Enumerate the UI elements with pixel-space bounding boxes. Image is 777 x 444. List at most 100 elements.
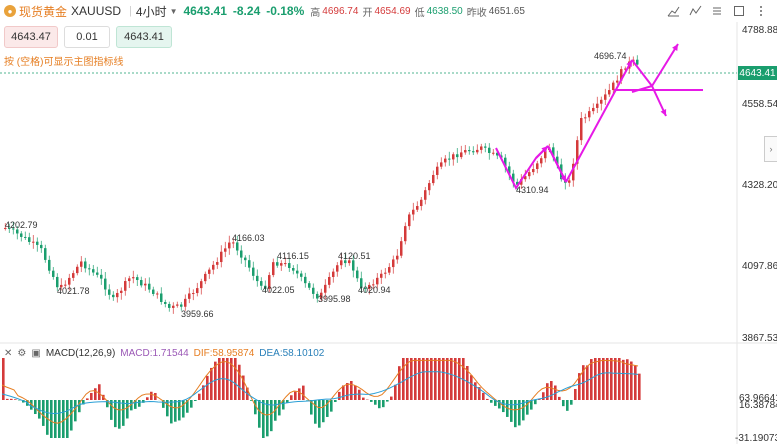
ohlc-value: 4638.50: [426, 5, 463, 17]
macd-bar: [446, 358, 449, 400]
macd-bar: [386, 400, 389, 402]
quantity-input[interactable]: 0.01: [64, 26, 110, 48]
buy-button[interactable]: 4643.41: [116, 26, 172, 48]
macd-bar: [50, 400, 53, 438]
macd-bar: [346, 383, 349, 400]
candle-body: [80, 261, 83, 267]
zigzag-arrow-2-head[interactable]: [560, 175, 566, 182]
zigzag-arrow-2[interactable]: [547, 145, 567, 183]
candle-body: [536, 163, 539, 170]
candle-body: [20, 233, 23, 237]
macd-axis-label: 16.38784: [739, 400, 777, 411]
candlestick-series: [4, 55, 639, 314]
macd-bar: [370, 400, 373, 402]
settings-icon[interactable]: ⚙: [17, 348, 27, 359]
candle-body: [396, 255, 399, 260]
candle-body: [300, 273, 303, 277]
macd-bar: [234, 358, 237, 400]
candle-body: [384, 272, 387, 274]
uptrend-arrow-head[interactable]: [626, 60, 632, 67]
macd-bar: [262, 400, 265, 438]
chart-toolbar: [665, 3, 769, 19]
macd-bar: [514, 400, 517, 428]
macd-title: MACD(12,26,9): [45, 348, 116, 359]
candle-body: [328, 276, 331, 285]
zigzag-drawing[interactable]: [631, 85, 653, 93]
candle-body: [128, 278, 131, 282]
candle-body: [480, 146, 483, 150]
uptrend-arrow[interactable]: [565, 59, 633, 183]
macd-bar: [290, 395, 293, 400]
macd-bar: [214, 361, 217, 400]
macd-bar: [178, 400, 181, 421]
candle-body: [244, 257, 247, 261]
zigzag-drawing[interactable]: [631, 59, 653, 87]
candle-body: [304, 276, 307, 284]
zigzag-arrow-1-head[interactable]: [541, 146, 548, 153]
candle-body: [192, 293, 195, 295]
target-up-arrow[interactable]: [651, 43, 679, 87]
macd-bar: [78, 400, 81, 413]
fullscreen-icon[interactable]: [731, 3, 747, 19]
macd-bar: [162, 400, 165, 408]
price-annotation: 4696.74: [594, 51, 627, 61]
candle-body: [60, 284, 63, 288]
macd-bar: [266, 400, 269, 437]
candle-body: [36, 241, 39, 245]
macd-bar: [618, 358, 621, 400]
candle-body: [588, 111, 591, 118]
macd-bar: [358, 389, 361, 400]
symbol-name[interactable]: 现货黄金: [19, 4, 68, 19]
candle-body: [124, 281, 127, 291]
candle-body: [524, 176, 527, 180]
candle-body: [352, 260, 355, 271]
price-annotation: 4022.05: [262, 285, 295, 295]
target-down-arrow-head[interactable]: [660, 109, 667, 116]
macd-bar: [338, 391, 341, 400]
candle-body: [152, 289, 155, 294]
macd-bar: [342, 385, 345, 400]
candle-body: [208, 269, 211, 274]
macd-bar: [602, 358, 605, 400]
chevron-right-icon[interactable]: ›: [764, 136, 777, 162]
indicator-panel-icon[interactable]: ▣: [31, 348, 41, 359]
symbol-code[interactable]: XAUUSD: [71, 4, 122, 18]
indicator-icon[interactable]: [687, 3, 703, 19]
candle-body: [160, 293, 163, 302]
macd-bar: [70, 400, 73, 431]
macd-bar: [374, 400, 377, 405]
macd-bar: [2, 358, 5, 400]
chevron-down-icon[interactable]: ▼: [169, 6, 178, 16]
candle-body: [144, 283, 147, 286]
macd-bar: [190, 400, 193, 408]
macd-bar: [470, 375, 473, 400]
macd-dea-line: [1, 371, 639, 414]
hide-eye-icon[interactable]: ✕: [4, 348, 13, 359]
user-drawings[interactable]: [495, 43, 703, 190]
candle-body: [4, 227, 7, 229]
candle-body: [436, 166, 439, 175]
macd-bar: [198, 393, 201, 400]
macd-bar: [634, 365, 637, 400]
candle-body: [100, 274, 103, 279]
macd-bar: [98, 384, 101, 400]
timeframe-select[interactable]: 4小时: [135, 4, 167, 19]
candle-body: [460, 152, 463, 158]
candle-body: [432, 174, 435, 184]
target-up-arrow-head[interactable]: [672, 44, 678, 51]
quick-order-panel: 4643.47 0.01 4643.41: [4, 26, 172, 48]
macd-bar: [390, 396, 393, 400]
candle-body: [568, 180, 571, 183]
more-icon[interactable]: [753, 3, 769, 19]
settings-icon[interactable]: [709, 3, 725, 19]
macd-bar: [314, 400, 317, 424]
sell-button[interactable]: 4643.47: [4, 26, 58, 48]
candle-body: [468, 150, 471, 152]
candle-body: [388, 267, 391, 273]
macd-bar: [410, 358, 413, 400]
chart-type-icon[interactable]: [665, 3, 681, 19]
macd-bar: [574, 388, 577, 400]
candle-body: [340, 260, 343, 266]
candle-body: [132, 277, 135, 279]
